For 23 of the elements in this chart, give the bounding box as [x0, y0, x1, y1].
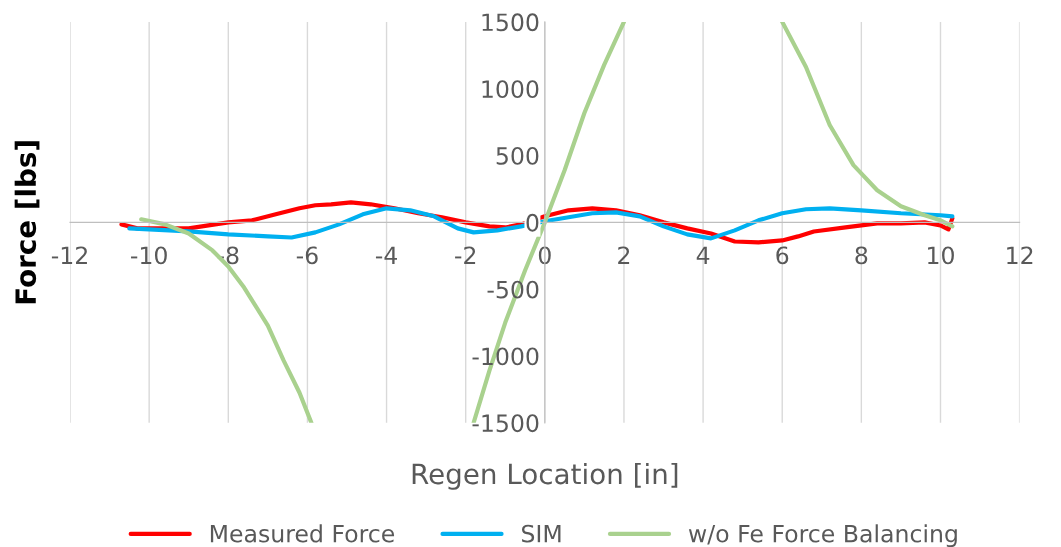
x-tick-label: 10 [928, 246, 954, 265]
x-tick-label: 0 [538, 246, 551, 265]
x-tick-label: -6 [296, 246, 318, 265]
line-series [127, 206, 955, 241]
x-tick-label: 2 [618, 246, 630, 264]
y-tick-label: -1500 [472, 414, 539, 433]
x-tick-label: -2 [455, 246, 476, 264]
legend-label: SIM [522, 524, 561, 543]
x-axis-title: Regen Location [in] [412, 462, 678, 490]
x-tick-label: 8 [855, 246, 868, 265]
x-tick-label: -10 [131, 246, 167, 265]
y-tick-label: 0 [526, 213, 539, 232]
x-tick-label: 4 [696, 246, 710, 264]
y-tick-label: 1000 [482, 80, 539, 99]
y-axis-title: Force [lbs] [14, 141, 40, 304]
x-tick-label: -4 [375, 246, 398, 264]
y-tick-label: 1500 [482, 13, 539, 32]
x-tick-label: 12 [1007, 246, 1033, 264]
y-tick-label: 500 [496, 146, 539, 165]
x-tick-label: 6 [776, 246, 789, 265]
legend-label: Measured Force [210, 524, 395, 543]
legend-label: w/o Fe Force Balancing [688, 524, 957, 547]
x-tick-label: -12 [51, 246, 87, 264]
